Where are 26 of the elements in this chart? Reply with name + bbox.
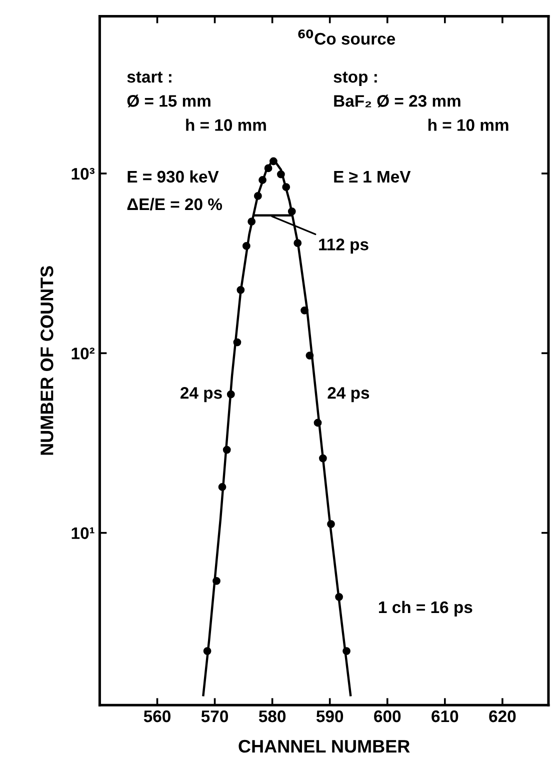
annotation: h = 10 mm bbox=[428, 118, 508, 131]
annotation: BaF₂ Ø = 23 mm bbox=[334, 94, 460, 108]
annotation: $^{60}$Co source bbox=[298, 30, 396, 45]
x-tick-label: 580 bbox=[258, 710, 286, 722]
x-tick-label: 590 bbox=[316, 710, 344, 722]
y-axis-title: NUMBER OF COUNTS bbox=[40, 266, 54, 455]
annotation: 112 ps bbox=[319, 238, 368, 254]
y-tick-label: 10² bbox=[72, 348, 95, 360]
x-tick-label: 560 bbox=[144, 710, 170, 722]
annotation: stop : bbox=[334, 72, 377, 86]
y-tick-label: 10³ bbox=[72, 168, 95, 180]
annotation: E ≥ 1 MeV bbox=[334, 170, 411, 183]
x-tick-label: 600 bbox=[374, 710, 401, 722]
annotation: 24 ps bbox=[328, 387, 370, 402]
annotation: E = 930 keV bbox=[128, 170, 219, 183]
annotation: 1 ch = 16 ps bbox=[378, 600, 472, 616]
annotation: start : bbox=[127, 72, 172, 83]
x-tick-label: 620 bbox=[489, 710, 516, 722]
annotation: h = 10 mm bbox=[186, 118, 266, 131]
annotation: Ø = 15 mm bbox=[127, 94, 210, 108]
annotation: 24 ps bbox=[180, 387, 222, 402]
y-tick-label: 10¹ bbox=[72, 527, 94, 540]
x-tick-label: 610 bbox=[432, 710, 458, 722]
x-axis-title: CHANNEL NUMBER bbox=[238, 740, 410, 753]
annotation: ΔE/E = 20 % bbox=[127, 198, 222, 210]
x-tick-label: 570 bbox=[201, 710, 228, 722]
